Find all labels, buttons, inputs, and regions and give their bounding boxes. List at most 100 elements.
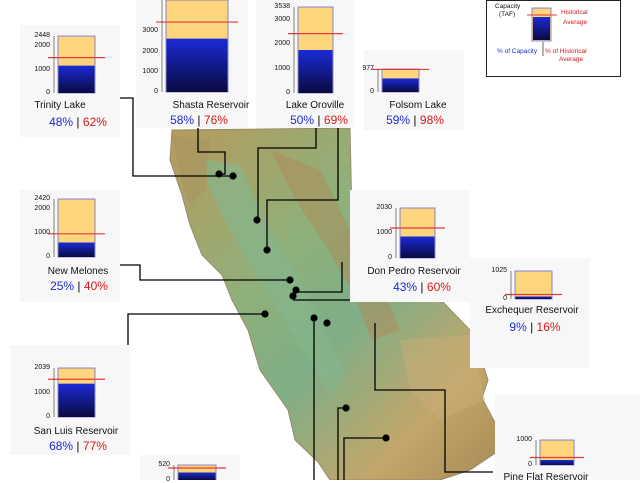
legend-average-label: Average: [563, 19, 588, 26]
reservoir-chart-donpedro: [350, 190, 470, 302]
tick-label: 1000: [34, 229, 50, 237]
connector-donpedro: [296, 262, 343, 293]
reservoir-percentages-shasta: 58% | 76%: [170, 113, 228, 127]
location-dot-sanluis: [261, 310, 269, 318]
connector-extra-1: [343, 437, 386, 480]
connector-oroville: [257, 126, 317, 220]
reservoir-chart-newmelones: [20, 190, 120, 302]
location-dot-extra-0: [342, 404, 350, 412]
tick-label: 520: [158, 461, 170, 468]
reservoir-percentages-sanluis: 68% | 77%: [49, 439, 107, 453]
pct-of-historical: 77%: [82, 439, 107, 453]
connector-sanluis: [118, 313, 265, 425]
reservoir-percentages-oroville: 50% | 69%: [290, 113, 348, 127]
tick-label: 3000: [142, 27, 158, 35]
storage-bar: [166, 38, 228, 92]
tick-label: 1000: [34, 388, 50, 396]
tick-label: 1000: [516, 436, 532, 443]
reservoir-locations: [215, 170, 390, 442]
pct-of-capacity: 48%: [49, 115, 74, 129]
reservoir-name-shasta: Shasta Reservoir: [172, 100, 250, 111]
location-dot-folsom: [263, 246, 271, 254]
pct-of-historical: 76%: [203, 113, 228, 127]
tick-label: 0: [370, 88, 374, 95]
storage-bar: [400, 236, 435, 258]
tick-label: 0: [388, 254, 392, 261]
location-dot-exchequer: [289, 292, 297, 300]
reservoir-name-oroville: Lake Oroville: [285, 100, 345, 111]
tick-label: 1000: [376, 229, 392, 237]
reservoir-percentages-trinity: 48% | 62%: [49, 115, 107, 129]
location-dot-oroville: [253, 216, 261, 224]
reservoir-chart-pineflat: [495, 395, 640, 480]
connector-folsom: [266, 126, 339, 250]
location-dot-shasta: [215, 170, 223, 178]
reservoir-name-newmelones: New Melones: [47, 266, 109, 277]
reservoir-percentages-donpedro: 43% | 60%: [393, 280, 451, 294]
tick-label: 2420: [34, 195, 50, 202]
pct-of-historical: 60%: [426, 280, 451, 294]
reservoir-chart-shasta: [136, 0, 248, 128]
reservoir-chart-exchequer: [470, 258, 590, 368]
storage-bar: [178, 472, 216, 480]
tick-label: 0: [286, 89, 290, 96]
location-dot-extra-1: [382, 434, 390, 442]
tick-label: 0: [46, 413, 50, 420]
connector-pineflat: [374, 323, 493, 473]
reservoir-chart-oroville: [256, 0, 354, 128]
pct-of-capacity: 43%: [393, 280, 418, 294]
tick-label: 0: [46, 89, 50, 96]
tick-label: 2448: [34, 32, 50, 39]
reservoir-name-trinity: Trinity Lake: [34, 100, 86, 111]
tick-label: 3538: [274, 3, 290, 10]
reservoir-name-pineflat: Pine Flat Reservoir: [503, 472, 589, 483]
storage-bar: [58, 65, 95, 93]
pct-of-historical: 98%: [419, 113, 444, 127]
connector-newmelones: [118, 264, 290, 281]
tick-label: 1000: [34, 65, 50, 73]
tick-label: 2000: [142, 47, 158, 55]
connector-trinity: [118, 97, 233, 177]
storage-bar: [540, 460, 574, 465]
tick-label: 0: [154, 88, 158, 95]
location-dot-pineflat: [323, 319, 331, 327]
storage-bar: [382, 78, 419, 92]
pct-of-historical: 69%: [323, 113, 348, 127]
location-dot-newmelones: [286, 276, 294, 284]
mojave: [400, 335, 485, 420]
location-dot-donpedro: [292, 286, 300, 294]
pct-of-historical: 40%: [83, 279, 108, 293]
tick-label: 2000: [34, 42, 50, 50]
tick-label: 2039: [34, 364, 50, 371]
pct-of-capacity: 50%: [290, 113, 315, 127]
storage-bar: [298, 50, 333, 93]
legend-capacity-label: Capacity: [495, 3, 521, 10]
legend-historical-label: Historical: [561, 9, 588, 16]
reservoir-percentages-exchequer: 9% | 16%: [509, 320, 561, 334]
location-dot-trinity: [229, 172, 237, 180]
reservoir-chart-sanluis: [10, 345, 130, 455]
storage-bar: [515, 296, 552, 299]
reservoir-percentages-newmelones: 25% | 40%: [50, 279, 108, 293]
pct-of-historical: 62%: [82, 115, 107, 129]
reservoir-name-folsom: Folsom Lake: [389, 100, 447, 111]
pct-of-capacity: 9%: [509, 320, 527, 334]
tick-label: 0: [503, 295, 507, 302]
location-dot-millerton: [310, 314, 318, 322]
connector-shasta: [197, 126, 226, 175]
legend: Capacity (TAF) Historical Average % of C…: [486, 0, 621, 77]
legend-pct-capacity: % of Capacity: [497, 48, 538, 55]
pct-of-capacity: 59%: [386, 113, 411, 127]
tick-label: 1000: [274, 64, 290, 72]
central-valley: [205, 160, 345, 395]
chart-card: [495, 395, 640, 480]
reservoir-name-donpedro: Don Pedro Reservoir: [367, 266, 461, 277]
legend-pct-historical-avg: Average: [559, 56, 584, 63]
tick-label: 2030: [376, 204, 392, 211]
reservoir-chart-folsom: [364, 50, 464, 130]
legend-capacity-unit: (TAF): [499, 11, 516, 18]
reservoir-chart-trinity: [20, 25, 120, 137]
tick-label: 0: [46, 253, 50, 260]
legend-pct-historical: % of Historical: [545, 48, 587, 55]
